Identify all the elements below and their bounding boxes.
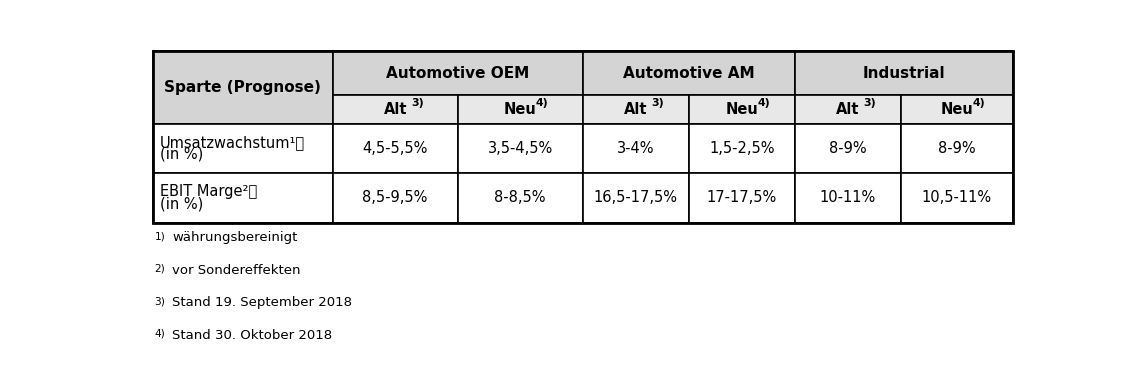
Bar (152, 124, 333, 173)
Text: Neu: Neu (940, 102, 973, 117)
Text: (in %): (in %) (159, 197, 204, 211)
Bar (901, 95, 1013, 124)
Bar (333, 124, 458, 173)
Bar (333, 51, 582, 95)
Text: 1): 1) (155, 231, 165, 241)
Text: 2): 2) (155, 264, 165, 274)
Bar (901, 173, 1013, 223)
Text: 4): 4) (973, 98, 986, 108)
Bar (689, 95, 795, 124)
Text: 3): 3) (652, 98, 664, 108)
Text: 3,5-4,5%: 3,5-4,5% (488, 141, 553, 156)
Text: währungsbereinigt: währungsbereinigt (172, 231, 298, 244)
Bar (583, 173, 689, 223)
Text: 16,5-17,5%: 16,5-17,5% (594, 190, 678, 205)
Bar (689, 124, 795, 173)
Text: Automotive AM: Automotive AM (623, 66, 755, 81)
Text: 10-11%: 10-11% (820, 190, 875, 205)
Text: 3): 3) (155, 296, 165, 306)
Bar (333, 173, 458, 223)
Bar (152, 51, 333, 124)
Text: Stand 19. September 2018: Stand 19. September 2018 (172, 296, 352, 309)
Text: 8-9%: 8-9% (829, 141, 866, 156)
Text: 4): 4) (536, 98, 549, 108)
Text: Neu: Neu (504, 102, 537, 117)
Bar (795, 51, 1013, 95)
Text: 8-8,5%: 8-8,5% (495, 190, 546, 205)
Text: Alt: Alt (624, 102, 647, 117)
Text: 8-9%: 8-9% (938, 141, 976, 156)
Bar (458, 173, 582, 223)
Text: 17-17,5%: 17-17,5% (707, 190, 777, 205)
Bar (333, 95, 458, 124)
Bar (152, 51, 1013, 223)
Text: Stand 30. Oktober 2018: Stand 30. Oktober 2018 (172, 329, 332, 342)
Text: Automotive OEM: Automotive OEM (387, 66, 530, 81)
Bar (458, 95, 582, 124)
Text: 4): 4) (757, 98, 771, 108)
Bar (689, 173, 795, 223)
Bar (795, 95, 901, 124)
Bar (901, 124, 1013, 173)
Text: Neu: Neu (725, 102, 758, 117)
Text: Industrial: Industrial (863, 66, 945, 81)
Bar (795, 173, 901, 223)
Bar (795, 124, 901, 173)
Text: 4,5-5,5%: 4,5-5,5% (363, 141, 428, 156)
Bar (583, 95, 689, 124)
Text: vor Sondereffekten: vor Sondereffekten (172, 264, 300, 277)
Text: Sparte (Prognose): Sparte (Prognose) (164, 80, 321, 95)
Bar (152, 173, 333, 223)
Bar (458, 124, 582, 173)
Bar (583, 51, 795, 95)
Text: 4): 4) (155, 329, 165, 339)
Text: 8,5-9,5%: 8,5-9,5% (363, 190, 428, 205)
Text: EBIT Marge²⧨: EBIT Marge²⧨ (159, 184, 257, 199)
Text: 10,5-11%: 10,5-11% (922, 190, 991, 205)
Bar (583, 124, 689, 173)
Text: 3-4%: 3-4% (617, 141, 655, 156)
Text: Alt: Alt (383, 102, 407, 117)
Text: (in %): (in %) (159, 147, 204, 162)
Text: Alt: Alt (836, 102, 860, 117)
Text: Umsatzwachstum¹⧨: Umsatzwachstum¹⧨ (159, 135, 305, 150)
Text: 1,5-2,5%: 1,5-2,5% (709, 141, 774, 156)
Text: 3): 3) (412, 98, 424, 108)
Text: 3): 3) (864, 98, 877, 108)
